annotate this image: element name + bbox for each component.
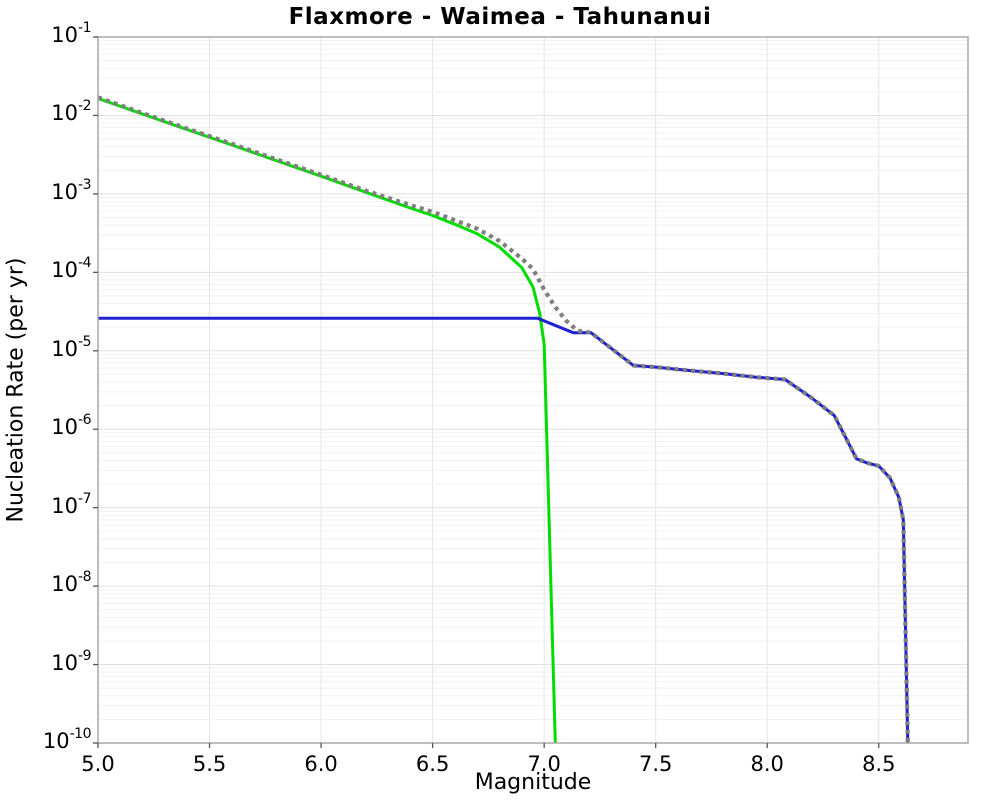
y-tick-label: 10-4: [51, 255, 91, 283]
x-axis-label: Magnitude: [474, 770, 592, 795]
y-axis-label: Nucleation Rate (per yr): [3, 257, 29, 523]
x-tick-label: 5.0: [81, 752, 115, 776]
y-tick-label: 10-7: [51, 490, 91, 518]
x-tick-label: 8.5: [862, 752, 896, 776]
x-tick-label: 7.5: [638, 752, 673, 776]
y-tick-label: 10-8: [51, 569, 91, 597]
x-tick-label: 7.0: [527, 752, 561, 776]
y-tick-label: 10-3: [51, 176, 91, 204]
y-tick-label: 10-10: [42, 726, 92, 753]
y-tick-label: 10-2: [51, 98, 91, 126]
green-solid-curve: [97, 96, 557, 744]
plot-border: [97, 36, 969, 744]
chart-title: Flaxmore - Waimea - Tahunanui: [288, 4, 712, 30]
y-tick-label: 10-9: [51, 647, 91, 675]
y-tick-label: 10-1: [51, 20, 91, 47]
series-group: [97, 95, 910, 744]
x-tick-label: 5.5: [192, 752, 227, 776]
y-tick-label: 10-6: [51, 412, 91, 440]
y-tick-label: 10-5: [51, 333, 91, 361]
x-tick-label: 6.5: [415, 752, 450, 776]
gray-dotted-curve: [97, 95, 910, 744]
x-tick-label: 8.0: [750, 752, 784, 776]
x-tick-label: 6.0: [304, 752, 338, 776]
